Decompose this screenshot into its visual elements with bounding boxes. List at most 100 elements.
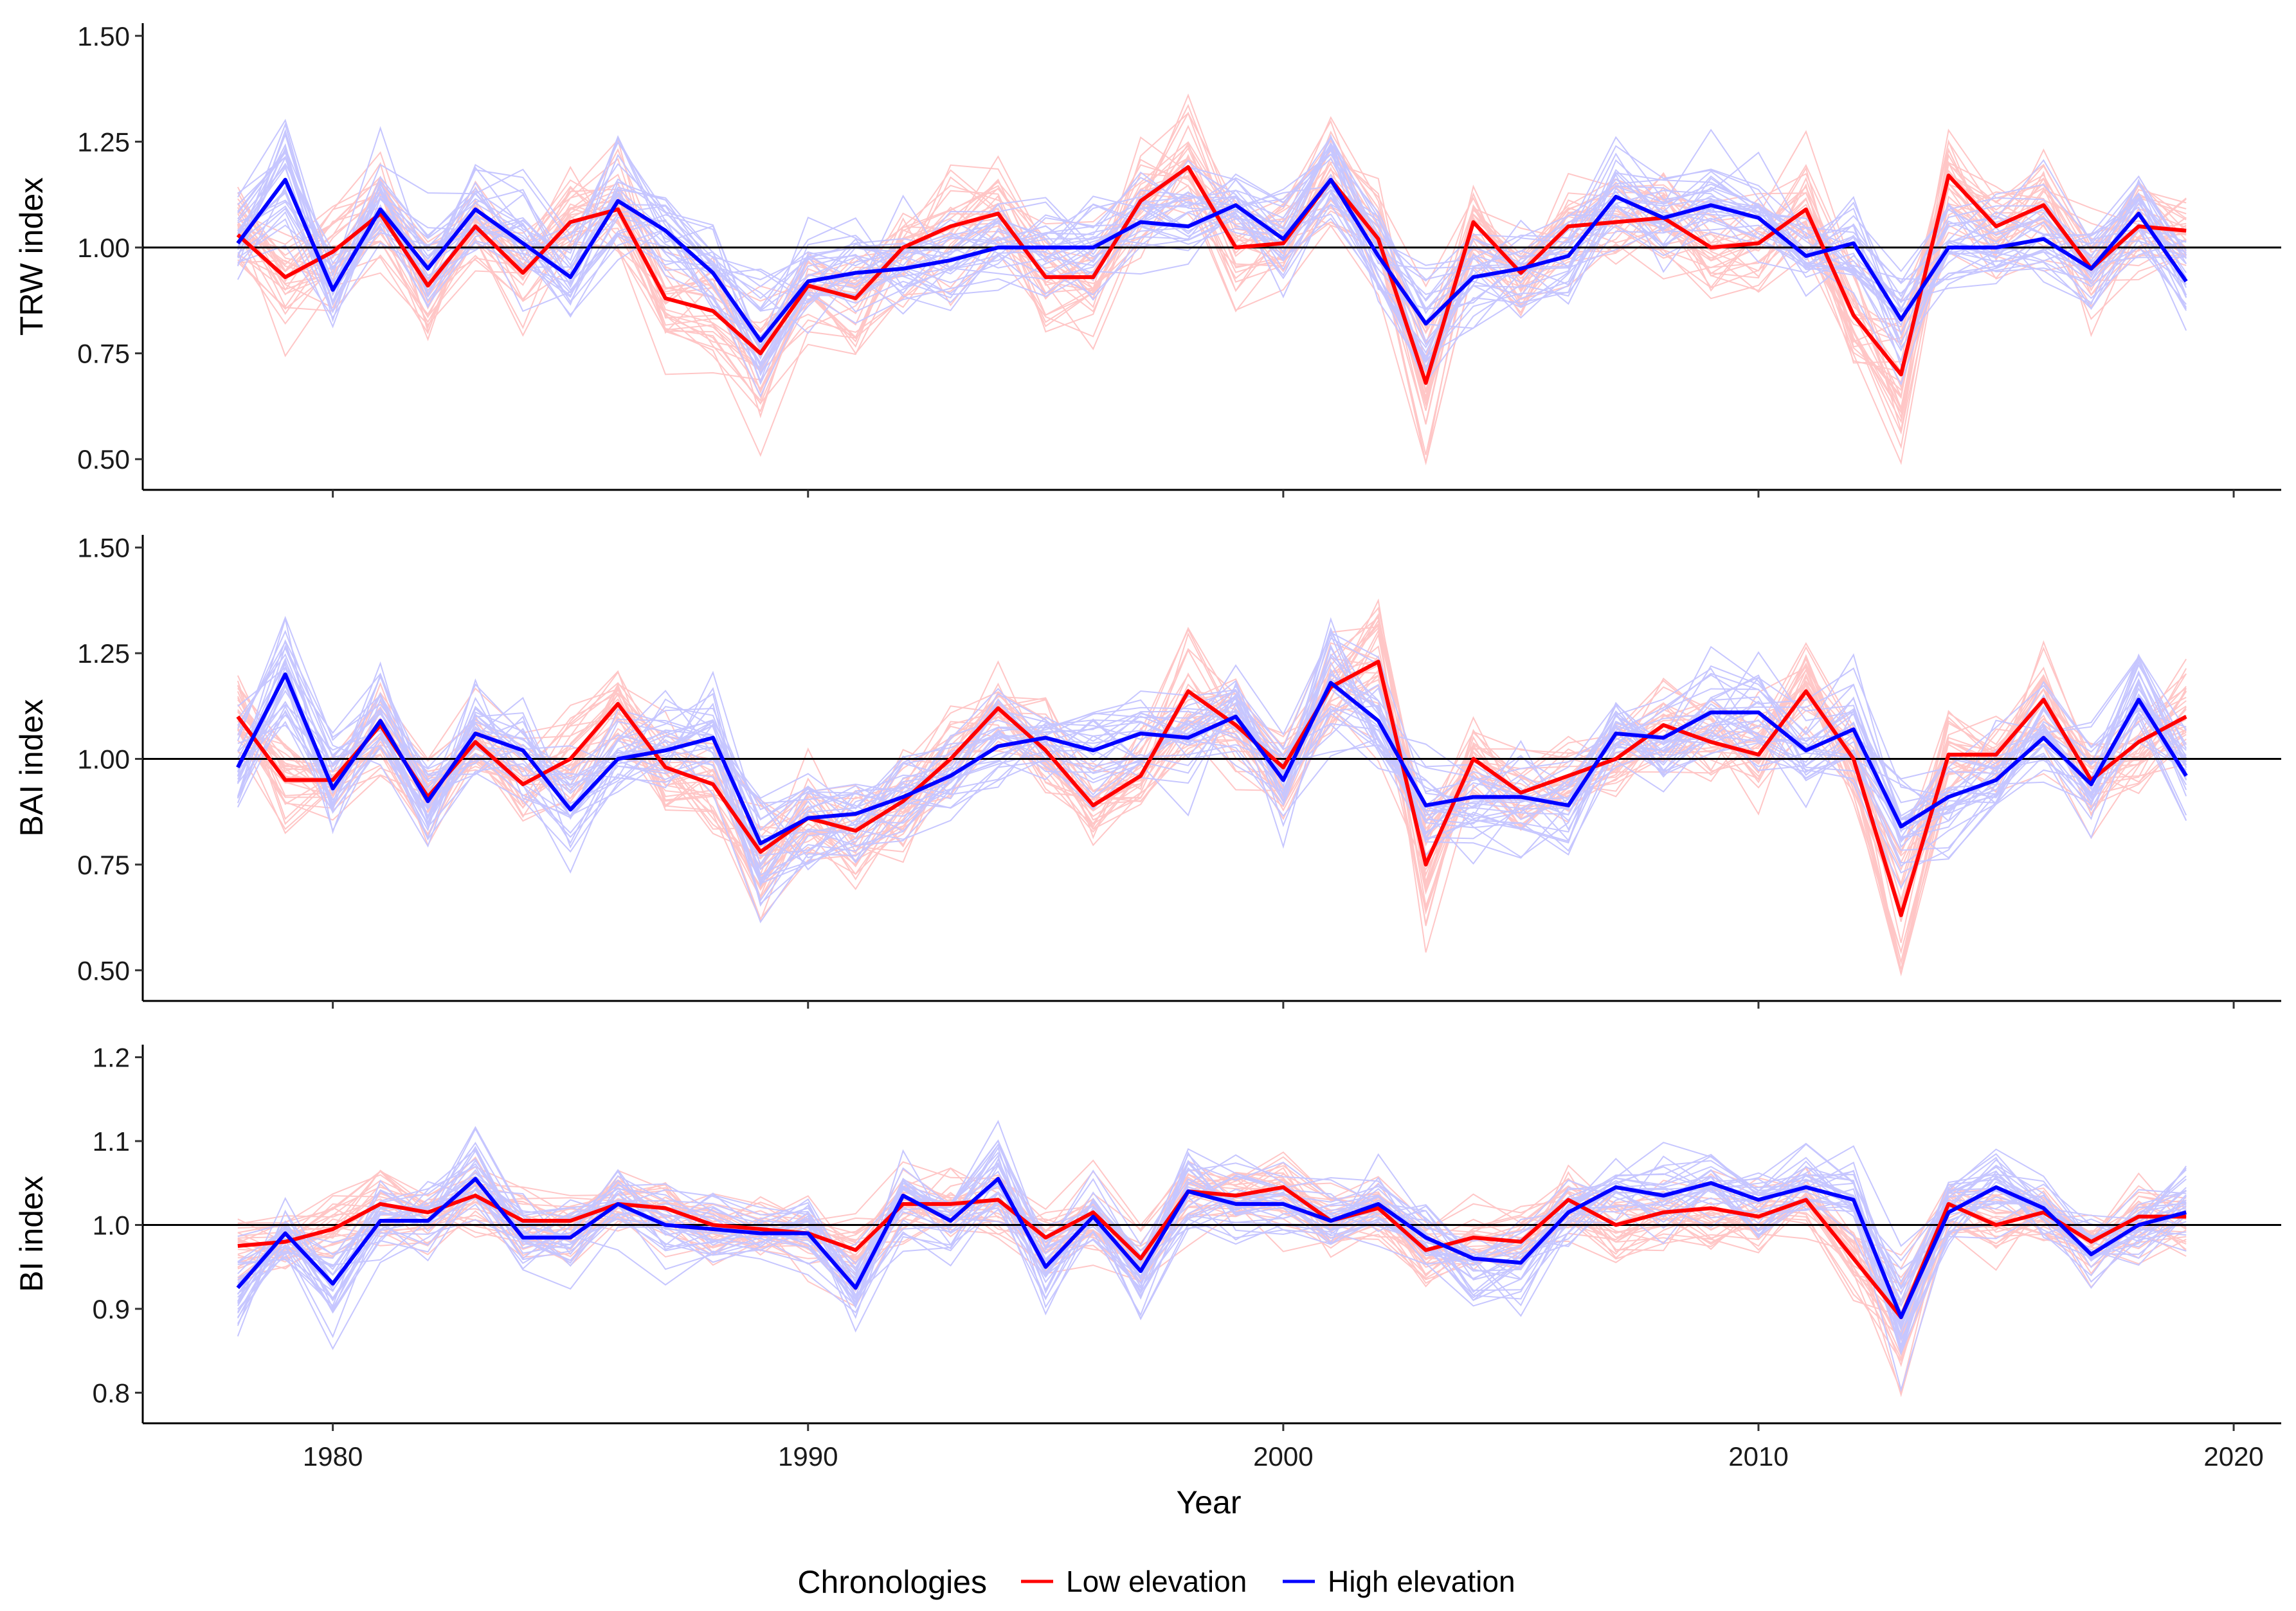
x-tick-label: 2010 [1728,1441,1788,1472]
individual-tree-line [237,148,2187,410]
legend-label-low-elevation: Low elevation [1066,1565,1247,1598]
individual-tree-line [237,138,2187,414]
individual-tree-line [237,633,2187,906]
y-tick-label: 1.2 [93,1043,130,1073]
individual-tree-line [237,692,2187,966]
individual-tree-line [237,680,2187,924]
individual-tree-line [237,104,2187,415]
individual-tree-line [237,93,2187,398]
individual-tree-line [237,657,2187,911]
individual-tree-line [237,644,2187,857]
individual-tree-line [237,642,2187,921]
individual-tree-line [237,1128,2187,1302]
individual-tree-line [237,627,2187,866]
y-tick-label: 0.50 [77,955,130,986]
y-tick-label: 1.0 [93,1210,130,1241]
individual-tree-line [237,1171,2187,1269]
individual-tree-line [237,1148,2187,1292]
individual-tree-line [237,140,2187,390]
individual-tree-line [237,667,2187,977]
individual-tree-line [237,598,2187,962]
legend-title: Chronologies [797,1564,987,1600]
individual-tree-line [237,159,2187,411]
individual-tree-line [237,664,2187,913]
individual-tree-line [237,1178,2187,1398]
individual-tree-line [237,145,2187,419]
individual-tree-line [237,653,2187,882]
individual-tree-line [237,141,2187,373]
x-axis-title: Year [1176,1484,1241,1520]
individual-tree-line [237,191,2187,465]
individual-tree-line [237,1178,2187,1340]
individual-tree-line [237,1151,2187,1286]
individual-tree-line [237,1120,2187,1284]
individual-tree-line [237,166,2187,457]
individual-tree-line [237,1153,2187,1342]
y-tick-label: 0.9 [93,1294,130,1324]
individual-tree-line [237,1176,2187,1320]
y-tick-label: 1.1 [93,1126,130,1156]
individual-tree-line [237,653,2187,865]
individual-tree-line [237,168,2187,348]
individual-tree-line [237,701,2187,890]
individual-tree-line [237,148,2187,406]
series-line-high-elevation [236,1176,2187,1319]
individual-tree-line [237,1194,2187,1302]
individual-tree-line [237,1169,2187,1336]
x-tick-label: 1980 [303,1441,363,1472]
individual-tree-line [237,1162,2187,1320]
individual-tree-line [237,181,2187,449]
individual-tree-line [237,1160,2187,1303]
y-axis-title: TRW index [14,177,50,336]
individual-tree-line [237,680,2187,885]
individual-tree-line [237,654,2187,975]
individual-tree-line [237,673,2187,907]
individual-tree-line [237,1146,2187,1349]
individual-tree-line [237,1154,2187,1329]
x-tick-label: 1990 [778,1441,838,1472]
panel-2: 0.50 0.75 1.00 1.25 1.50 BAI index [14,533,2281,1009]
individual-tree-line [237,1156,2187,1279]
individual-tree-line [237,623,2187,926]
individual-tree-line [237,681,2187,834]
individual-tree-line [237,122,2187,339]
individual-tree-line [237,1126,2187,1339]
panel-3: 0.8 0.9 1.0 1.1 1.2 1980 1990 2000 2010 2020 BI in… [14,1043,2281,1472]
y-tick-label: 1.25 [77,127,130,157]
individual-tree-line [237,188,2187,366]
individual-tree-line [237,195,2187,465]
individual-tree-line [237,656,2187,876]
individual-tree-line [237,675,2187,970]
y-tick-label: 0.8 [93,1378,130,1408]
individual-tree-line [237,616,2187,887]
y-tick-label: 0.75 [77,339,130,369]
legend-label-high-elevation: High elevation [1328,1565,1515,1598]
individual-tree-line [237,1176,2187,1314]
x-tick-label: 2020 [2203,1441,2263,1472]
x-tick-label: 2000 [1253,1441,1313,1472]
individual-tree-line [237,1176,2187,1317]
individual-tree-line [237,1180,2187,1332]
individual-tree-line [237,606,2187,870]
individual-tree-line [237,135,2187,349]
individual-tree-line [237,622,2187,953]
y-axis-title: BAI index [14,699,50,836]
individual-tree-line [237,629,2187,820]
legend: Chronologies Low elevation High elevatio… [797,1564,1515,1600]
individual-tree-line [237,136,2187,364]
individual-tree-line [237,653,2187,885]
individual-tree-line [237,135,2187,310]
y-tick-label: 1.00 [77,744,130,775]
individual-tree-line [237,166,2187,386]
y-tick-label: 1.25 [77,638,130,669]
series-line-low-elevation [237,1185,2187,1319]
individual-tree-line [237,112,2187,412]
series-line-high-elevation [236,177,2188,343]
individual-tree-line [237,147,2187,399]
individual-tree-line [237,1160,2187,1341]
individual-tree-line [237,147,2187,373]
individual-tree-line [237,1173,2187,1284]
individual-tree-line [237,642,2187,891]
individual-tree-line [237,168,2187,424]
